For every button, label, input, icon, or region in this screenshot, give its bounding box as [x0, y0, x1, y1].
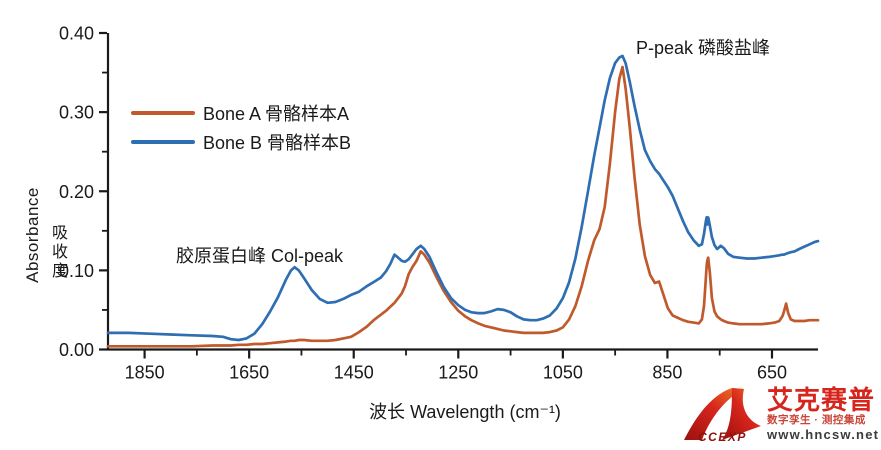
y-axis-label-en: Absorbance: [23, 187, 42, 283]
logo-tagline-text: 数字孪生 · 测控集成: [767, 414, 866, 426]
brand-logo: CCEXP 艾克赛普 数字孪生 · 测控集成 www.hncsw.net: [682, 385, 880, 446]
svg-text:0.10: 0.10: [59, 261, 94, 281]
svg-text:850: 850: [652, 363, 682, 383]
svg-text:1450: 1450: [334, 363, 374, 383]
y-axis-label-cn: 吸收度: [49, 224, 66, 281]
svg-text:1850: 1850: [125, 363, 165, 383]
svg-text:0.30: 0.30: [59, 103, 94, 123]
legend-item-bone-b: Bone B 骨骼样本B: [131, 131, 351, 153]
svg-text:0.00: 0.00: [59, 340, 94, 360]
legend-line-bone-a-icon: [131, 111, 195, 115]
legend-label-bone-b: Bone B 骨骼样本B: [203, 133, 352, 153]
logo-brand-text: 艾克赛普: [767, 385, 876, 415]
logo-url-text: www.hncsw.net: [767, 427, 880, 442]
svg-text:1650: 1650: [229, 363, 269, 383]
svg-text:0.20: 0.20: [59, 182, 94, 202]
x-axis-label: 波长 Wavelength (cm⁻¹): [369, 402, 561, 422]
legend-item-bone-a: Bone A 骨骼样本A: [131, 102, 351, 124]
legend-line-bone-b-icon: [131, 140, 195, 144]
svg-text:650: 650: [757, 363, 787, 383]
annotation-collagen-peak: 胶原蛋白峰 Col-peak: [176, 246, 344, 266]
annotation-phosphate-peak: P-peak 磷酸盐峰: [636, 38, 771, 58]
svg-text:1050: 1050: [543, 363, 583, 383]
legend-label-bone-a: Bone A 骨骼样本A: [203, 104, 350, 124]
legend: Bone A 骨骼样本A Bone B 骨骼样本B: [131, 102, 351, 160]
svg-text:0.40: 0.40: [59, 24, 94, 44]
logo-text-block: 艾克赛普 数字孪生 · 测控集成 www.hncsw.net: [767, 385, 880, 442]
accexp-a-swoosh-icon: CCEXP: [684, 388, 761, 444]
svg-text:1250: 1250: [438, 363, 478, 383]
logo-monogram: CCEXP: [698, 430, 747, 444]
